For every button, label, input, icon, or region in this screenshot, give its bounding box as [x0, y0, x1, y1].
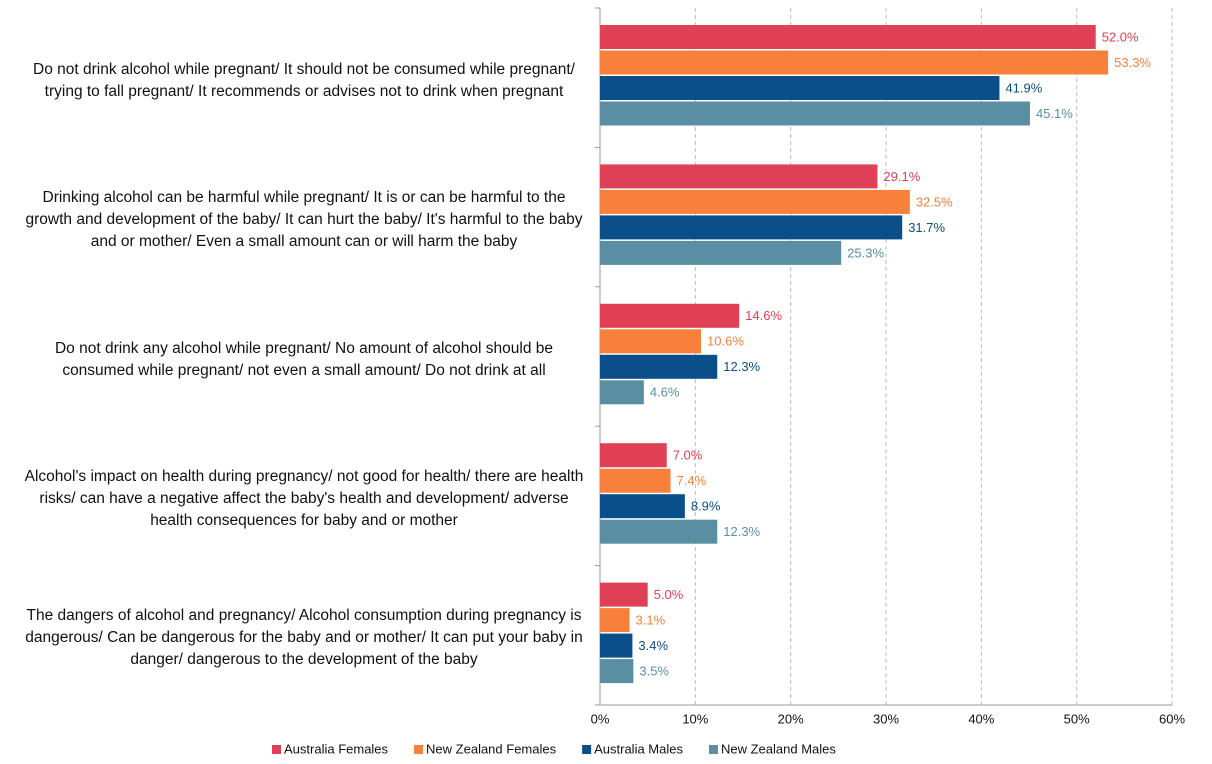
- legend-swatch: [582, 745, 592, 754]
- bar: [600, 164, 878, 189]
- legend-swatch: [414, 745, 424, 754]
- value-label: 45.1%: [1036, 106, 1073, 121]
- value-label: 7.0%: [673, 448, 703, 463]
- bar: [600, 76, 1000, 100]
- value-label: 12.3%: [723, 524, 760, 539]
- bar: [600, 494, 685, 519]
- x-tick-label: 30%: [873, 711, 899, 726]
- bar: [600, 215, 903, 240]
- category-label: Drinking alcohol can be harmful while pr…: [25, 189, 583, 251]
- value-label: 10.6%: [707, 334, 744, 349]
- bar: [600, 189, 910, 214]
- x-tick-label: 0%: [591, 711, 610, 726]
- value-label: 53.3%: [1114, 55, 1151, 70]
- bar: [600, 50, 1109, 75]
- x-tick-label: 50%: [1064, 711, 1090, 726]
- x-tick-label: 60%: [1159, 711, 1185, 726]
- value-label: 52.0%: [1102, 29, 1139, 44]
- value-label: 14.6%: [745, 308, 782, 323]
- bar: [600, 608, 630, 633]
- bar: [600, 101, 1030, 126]
- legend-swatch: [272, 745, 281, 754]
- value-label: 8.9%: [691, 499, 721, 514]
- value-label: 41.9%: [1005, 80, 1042, 95]
- category-label: The dangers of alcohol and pregnancy/ Al…: [25, 607, 583, 669]
- category-label: Do not drink alcohol while pregnant/ It …: [33, 60, 575, 100]
- value-label: 32.5%: [916, 194, 953, 209]
- bar: [600, 240, 842, 265]
- bar: [600, 582, 648, 607]
- category-label: Alcohol's impact on health during pregna…: [24, 467, 584, 529]
- value-label: 25.3%: [847, 245, 884, 260]
- bar: [600, 329, 702, 354]
- bar: [600, 659, 634, 684]
- legend-label: New Zealand Males: [721, 741, 836, 756]
- value-label: 3.1%: [636, 613, 666, 628]
- bar: [600, 380, 644, 405]
- value-label: 4.6%: [650, 385, 680, 400]
- x-tick-label: 10%: [682, 711, 708, 726]
- value-label: 12.3%: [723, 359, 760, 374]
- value-label: 29.1%: [883, 169, 920, 184]
- legend-label: New Zealand Females: [426, 741, 557, 756]
- value-label: 31.7%: [908, 220, 945, 235]
- bar: [600, 519, 718, 544]
- bar: [600, 468, 671, 493]
- value-label: 3.5%: [639, 664, 669, 679]
- bar: [600, 633, 633, 658]
- x-tick-label: 40%: [968, 711, 994, 726]
- bar: [600, 25, 1096, 49]
- legend-label: Australia Males: [594, 741, 683, 756]
- value-label: 5.0%: [654, 587, 684, 602]
- legend-label: Australia Females: [284, 741, 389, 756]
- bar: [600, 354, 718, 379]
- value-label: 3.4%: [638, 638, 668, 653]
- bar: [600, 443, 667, 468]
- value-label: 7.4%: [677, 473, 707, 488]
- legend-swatch: [708, 745, 718, 754]
- x-tick-label: 20%: [778, 711, 804, 726]
- category-label: Do not drink any alcohol while pregnant/…: [54, 339, 554, 379]
- bar: [600, 303, 740, 328]
